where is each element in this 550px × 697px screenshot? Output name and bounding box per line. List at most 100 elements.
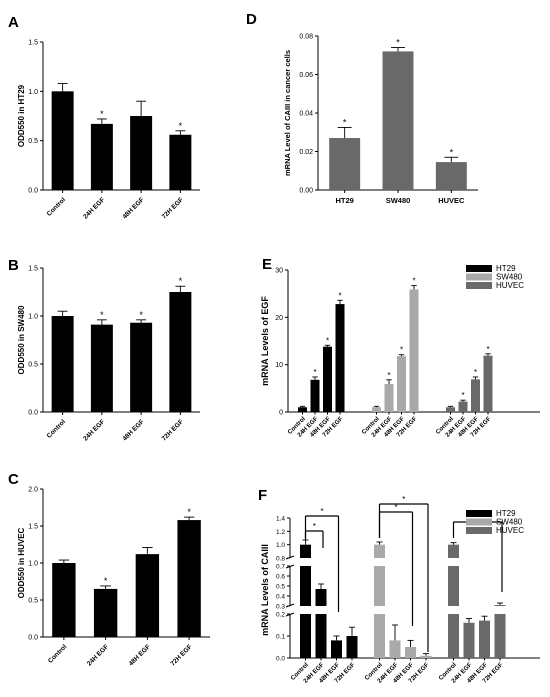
panel-d-y-axis-label: mRNA Level of CAIII in cancer cells xyxy=(283,50,292,176)
panel-f-y-tick-label: 0.1 xyxy=(276,634,285,641)
panel-f-legend-swatch xyxy=(466,510,492,517)
panel-e-legend-label: HUVEC xyxy=(496,281,524,290)
panel-f-legend-label: HUVEC xyxy=(496,526,524,535)
panel-e-legend-swatch xyxy=(466,273,492,281)
panel-b-x-tick-label: 48H EGF xyxy=(121,418,145,442)
panel-f-bar xyxy=(389,640,401,658)
panel-d-y-tick-label: 0.06 xyxy=(299,72,313,79)
panel-e-bar xyxy=(372,407,381,412)
panel-a-x-tick-label: 48H EGF xyxy=(121,196,145,220)
panel-c-significance: * xyxy=(104,576,108,586)
panel-f-legend-label: HT29 xyxy=(496,509,516,518)
panel-letter-b: B xyxy=(8,257,19,274)
panel-f-y-tick-label: 1.4 xyxy=(276,516,285,523)
panel-e-bar xyxy=(335,304,345,412)
panel-c-y-tick-label: 1.5 xyxy=(28,524,38,531)
panel-b-bar xyxy=(90,324,113,412)
panel-f-axis-break xyxy=(285,603,295,608)
panel-e-y-tick-label: 30 xyxy=(275,268,283,275)
panel-a-bar xyxy=(130,116,153,190)
panel-a-x-tick-label: 72H EGF xyxy=(161,196,185,220)
panel-f-y-tick-label: 0.0 xyxy=(276,656,285,663)
panel-e-y-tick-label: 10 xyxy=(275,362,283,369)
panel-c-y-tick-label: 0.0 xyxy=(28,635,38,642)
panel-d-y-tick-label: 0.02 xyxy=(299,149,313,156)
panel-f-bar xyxy=(448,614,459,658)
panel-f-bar xyxy=(300,566,311,606)
panel-e-legend-swatch xyxy=(466,265,492,272)
panel-a-y-tick-label: 1.0 xyxy=(28,89,38,96)
panel-e-y-tick-label: 0 xyxy=(279,410,283,417)
panel-f-bracket-label: * xyxy=(394,503,397,512)
panel-f-y-tick-label: 0.7 xyxy=(276,564,285,571)
panel-f-legend-swatch xyxy=(466,527,492,534)
panel-e-significance: * xyxy=(387,371,390,380)
panel-a-bar xyxy=(169,134,192,190)
panel-f-bar xyxy=(494,614,506,658)
panel-e-bar xyxy=(446,407,455,412)
panel-e-significance: * xyxy=(338,291,341,300)
panel-d-y-tick-label: 0.08 xyxy=(299,34,313,41)
panel-letter-f: F xyxy=(258,487,267,504)
panel-d-x-tick-label: HUVEC xyxy=(438,196,465,205)
panel-c-y-tick-label: 2.0 xyxy=(28,487,38,494)
panel-f-bar xyxy=(479,620,490,658)
panel-f-bar xyxy=(374,566,385,606)
panel-e-bar xyxy=(409,289,419,412)
panel-c-bar xyxy=(52,563,76,637)
panel-a-bar xyxy=(90,123,113,190)
panel-e-bar xyxy=(397,356,406,412)
panel-a-significance: * xyxy=(179,121,183,131)
panel-e-bar xyxy=(298,407,307,412)
panel-c-x-tick-label: 24H EGF xyxy=(86,643,110,667)
panel-c-x-tick-label: 48H EGF xyxy=(128,643,152,667)
panel-b-y-tick-label: 1.5 xyxy=(28,266,38,273)
panel-e-significance: * xyxy=(400,346,403,355)
panel-f-axis-break xyxy=(285,555,295,560)
panel-f-bar xyxy=(494,605,506,606)
panel-f-bar xyxy=(315,614,327,658)
panel-b-significance: * xyxy=(179,276,183,286)
panel-f-y-tick-label: 0.4 xyxy=(276,594,285,601)
panel-e-bar xyxy=(323,346,332,412)
panel-d-x-tick-label: SW480 xyxy=(386,196,411,205)
panel-c-significance: * xyxy=(187,507,191,517)
panel-f-bracket-label: * xyxy=(313,522,316,531)
panel-e-y-tick-label: 20 xyxy=(275,315,283,322)
panel-letter-d: D xyxy=(246,11,257,28)
panel-f-bar xyxy=(300,544,311,558)
panel-b-y-tick-label: 0.0 xyxy=(28,410,38,417)
panel-e-bar xyxy=(471,379,480,412)
panel-f-bar xyxy=(374,614,385,658)
panel-e-significance: * xyxy=(474,368,477,377)
panel-a-x-tick-label: 24H EGF xyxy=(82,196,106,220)
panel-f-y-tick-label: 1.0 xyxy=(276,542,285,549)
panel-b-x-tick-label: 24H EGF xyxy=(82,418,106,442)
panel-d-bar xyxy=(435,162,467,190)
panel-f-bar xyxy=(346,636,358,658)
panel-d-bar xyxy=(382,51,414,191)
panel-a-x-tick-label: Control xyxy=(46,196,67,217)
panel-e-bar xyxy=(310,379,320,412)
panel-c-x-tick-label: 72H EGF xyxy=(169,643,193,667)
panel-e-significance: * xyxy=(313,368,316,377)
panel-b-y-tick-label: 0.5 xyxy=(28,362,38,369)
panel-f-bar xyxy=(420,655,432,658)
panel-a-y-tick-label: 0.0 xyxy=(28,188,38,195)
panel-f-bar xyxy=(331,640,342,658)
panel-d-y-tick-label: 0.04 xyxy=(299,111,313,118)
panel-d-significance: * xyxy=(343,117,347,127)
panel-d-y-tick-label: 0.00 xyxy=(299,188,313,195)
panel-f-bar xyxy=(315,589,327,606)
panel-a-y-tick-label: 0.5 xyxy=(28,138,38,145)
panel-e-y-axis-label: mRNA Levels of EGF xyxy=(260,296,270,386)
panel-e-legend-swatch xyxy=(466,282,492,289)
panel-f-axis-break xyxy=(285,564,295,569)
panel-b-significance: * xyxy=(139,310,143,320)
panel-a-y-tick-label: 1.5 xyxy=(28,40,38,47)
panel-f-bracket-label: * xyxy=(320,507,323,516)
panel-f-y-tick-label: 0.8 xyxy=(276,556,285,563)
panel-a-bar xyxy=(51,91,74,190)
panel-d-significance: * xyxy=(450,147,454,157)
